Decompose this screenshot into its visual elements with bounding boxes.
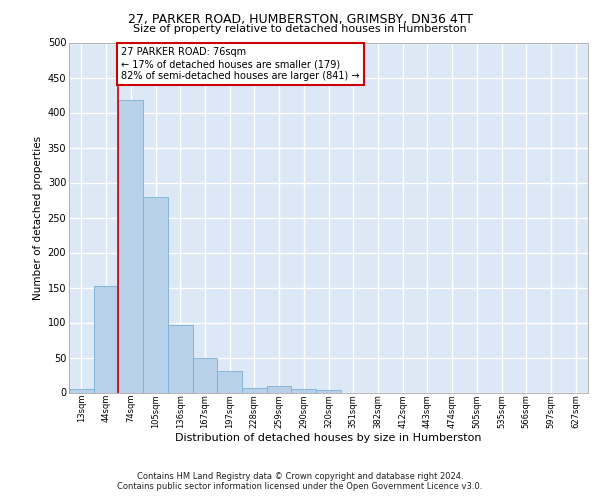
Bar — [94, 286, 118, 393]
Text: 27 PARKER ROAD: 76sqm
← 17% of detached houses are smaller (179)
82% of semi-det: 27 PARKER ROAD: 76sqm ← 17% of detached … — [121, 48, 359, 80]
Bar — [69, 389, 94, 392]
Text: Size of property relative to detached houses in Humberston: Size of property relative to detached ho… — [133, 24, 467, 34]
Bar — [242, 388, 267, 392]
Text: 27, PARKER ROAD, HUMBERSTON, GRIMSBY, DN36 4TT: 27, PARKER ROAD, HUMBERSTON, GRIMSBY, DN… — [128, 12, 473, 26]
Text: Contains HM Land Registry data © Crown copyright and database right 2024.: Contains HM Land Registry data © Crown c… — [137, 472, 463, 481]
Bar — [118, 100, 143, 392]
Bar — [193, 358, 217, 392]
Bar — [292, 389, 316, 392]
Y-axis label: Number of detached properties: Number of detached properties — [34, 136, 43, 300]
Text: Contains public sector information licensed under the Open Government Licence v3: Contains public sector information licen… — [118, 482, 482, 491]
Bar — [217, 371, 242, 392]
Bar — [168, 324, 193, 392]
Bar — [143, 196, 168, 392]
Bar — [267, 386, 292, 392]
X-axis label: Distribution of detached houses by size in Humberston: Distribution of detached houses by size … — [175, 434, 482, 444]
Bar — [316, 390, 341, 392]
